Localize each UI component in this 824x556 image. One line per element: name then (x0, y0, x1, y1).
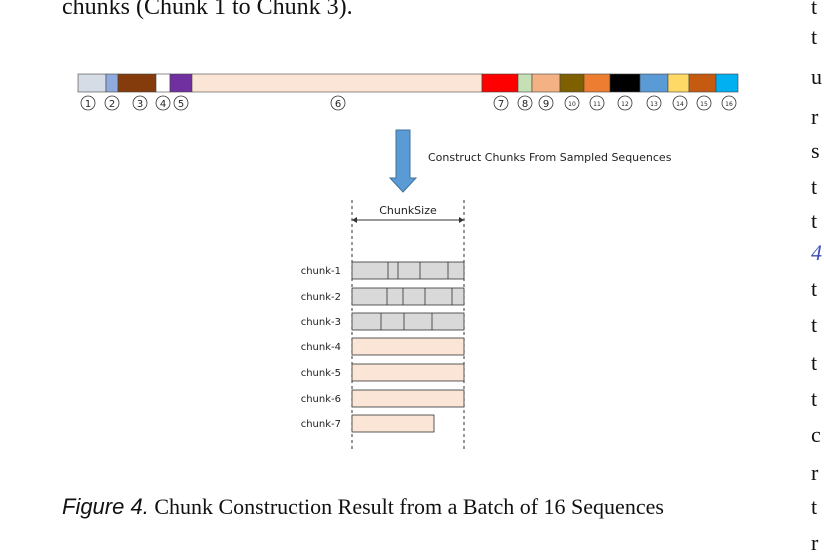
chunk-label: chunk-5 (301, 368, 341, 379)
svg-text:14: 14 (676, 101, 684, 108)
sequence-segment-11 (583, 73, 611, 93)
svg-text:10: 10 (568, 101, 576, 108)
sequence-segment-1 (77, 73, 107, 93)
chunk-label: chunk-1 (301, 266, 341, 277)
svg-text:11: 11 (593, 101, 601, 108)
chunk-label: chunk-7 (301, 419, 341, 430)
chunk-bar (351, 287, 465, 306)
sequence-segment-4 (155, 73, 171, 93)
svg-text:1: 1 (85, 99, 91, 110)
right-column-letter: t (811, 312, 818, 337)
right-column-letter: t (811, 386, 818, 411)
caption-text: Chunk Construction Result from a Batch o… (148, 494, 664, 519)
right-column-letter: r (811, 104, 819, 129)
chunk-bar (351, 363, 465, 382)
sequence-number-3: 3 (132, 95, 148, 111)
sequence-number-14: 14 (672, 95, 688, 111)
sequence-number-15: 15 (696, 95, 712, 111)
svg-text:5: 5 (178, 99, 184, 110)
right-column-letter: t (811, 494, 818, 519)
sequence-number-13: 13 (646, 95, 662, 111)
sequence-number-6: 6 (330, 95, 346, 111)
chunk-3: chunk-3 (301, 312, 465, 331)
right-column-letter: t (811, 208, 818, 233)
sequence-segment-9 (531, 73, 561, 93)
chunk-6: chunk-6 (301, 389, 465, 408)
chunk-construction-diagram: 1 2 3 4 5 6 7 8 9 10 11 12 13 14 15 16 Construct Chunks… (77, 73, 739, 452)
chunk-size-right-arrowhead (459, 217, 464, 223)
chunk-7: chunk-7 (301, 414, 435, 433)
figure-label: Figure 4. (62, 494, 149, 519)
chunk-5: chunk-5 (301, 363, 465, 382)
sequence-number-labels: 1 2 3 4 5 6 7 8 9 10 11 12 13 14 15 16 (80, 95, 737, 111)
arrow-label: Construct Chunks From Sampled Sequences (428, 151, 672, 164)
body-text-fragment: chunks (Chunk 1 to Chunk 3). (62, 0, 353, 20)
svg-text:2: 2 (109, 99, 115, 110)
right-column-letter: t (811, 350, 818, 375)
sequence-number-5: 5 (173, 95, 189, 111)
chunk-4: chunk-4 (301, 337, 465, 356)
sequence-number-16: 16 (721, 95, 737, 111)
sequence-segment-6 (191, 73, 483, 93)
svg-text:9: 9 (543, 99, 549, 110)
svg-text:7: 7 (498, 99, 504, 110)
right-column-letter: u (811, 64, 822, 89)
sequence-number-12: 12 (617, 95, 633, 111)
svg-text:15: 15 (700, 101, 708, 108)
right-column-letter: t (811, 174, 818, 199)
chunk-1: chunk-1 (301, 261, 465, 280)
chunk-bar (351, 261, 465, 280)
chunk-label: chunk-3 (301, 317, 341, 328)
chunk-2: chunk-2 (301, 287, 465, 306)
figure-caption: Figure 4. Chunk Construction Result from… (62, 494, 664, 520)
chunk-size-label: ChunkSize (379, 204, 437, 217)
sequence-number-11: 11 (589, 95, 605, 111)
chunk-label: chunk-6 (301, 394, 341, 405)
sequence-segment-7 (481, 73, 519, 93)
sequence-segment-12 (609, 73, 641, 93)
right-column-letter: s (811, 138, 820, 163)
sequence-number-10: 10 (564, 95, 580, 111)
svg-text:3: 3 (137, 99, 143, 110)
right-column-letter: c (811, 422, 821, 447)
svg-text:4: 4 (160, 99, 166, 110)
right-column-letter: 4 (811, 240, 822, 265)
svg-text:6: 6 (335, 99, 341, 110)
right-column-letter: t (811, 276, 818, 301)
sequence-segment-16 (715, 73, 739, 93)
chunk-list: chunk-1 chunk-2 chunk-3 chunk-4 chunk-5 chunk… (301, 261, 465, 433)
right-column-letter: t (811, 0, 818, 19)
sequence-segment-13 (639, 73, 669, 93)
right-column-letter: t (811, 24, 818, 49)
sequence-segment-8 (517, 73, 533, 93)
sequence-segment-14 (667, 73, 690, 93)
down-arrow-icon (388, 129, 418, 193)
sequence-bar (77, 73, 739, 93)
sequence-number-7: 7 (493, 95, 509, 111)
chunk-bar (351, 389, 465, 408)
sequence-number-4: 4 (155, 95, 171, 111)
svg-text:8: 8 (522, 99, 528, 110)
sequence-number-2: 2 (104, 95, 120, 111)
sequence-number-1: 1 (80, 95, 96, 111)
sequence-segment-3 (117, 73, 157, 93)
right-column-letter: r (811, 530, 819, 555)
chunk-label: chunk-4 (301, 342, 341, 353)
chunk-bar (351, 312, 465, 331)
sequence-segment-10 (559, 73, 585, 93)
sequence-number-8: 8 (517, 95, 533, 111)
svg-text:12: 12 (621, 101, 629, 108)
chunk-bar (351, 337, 465, 356)
sequence-segment-15 (688, 73, 717, 93)
chunk-bar (351, 414, 435, 433)
sequence-number-9: 9 (538, 95, 554, 111)
sequence-segment-2 (105, 73, 119, 93)
sequence-segment-5 (169, 73, 193, 93)
right-column-letter: r (811, 460, 819, 485)
svg-text:16: 16 (725, 101, 733, 108)
chunk-size-left-arrowhead (352, 217, 357, 223)
chunk-label: chunk-2 (301, 292, 341, 303)
svg-text:13: 13 (650, 101, 658, 108)
